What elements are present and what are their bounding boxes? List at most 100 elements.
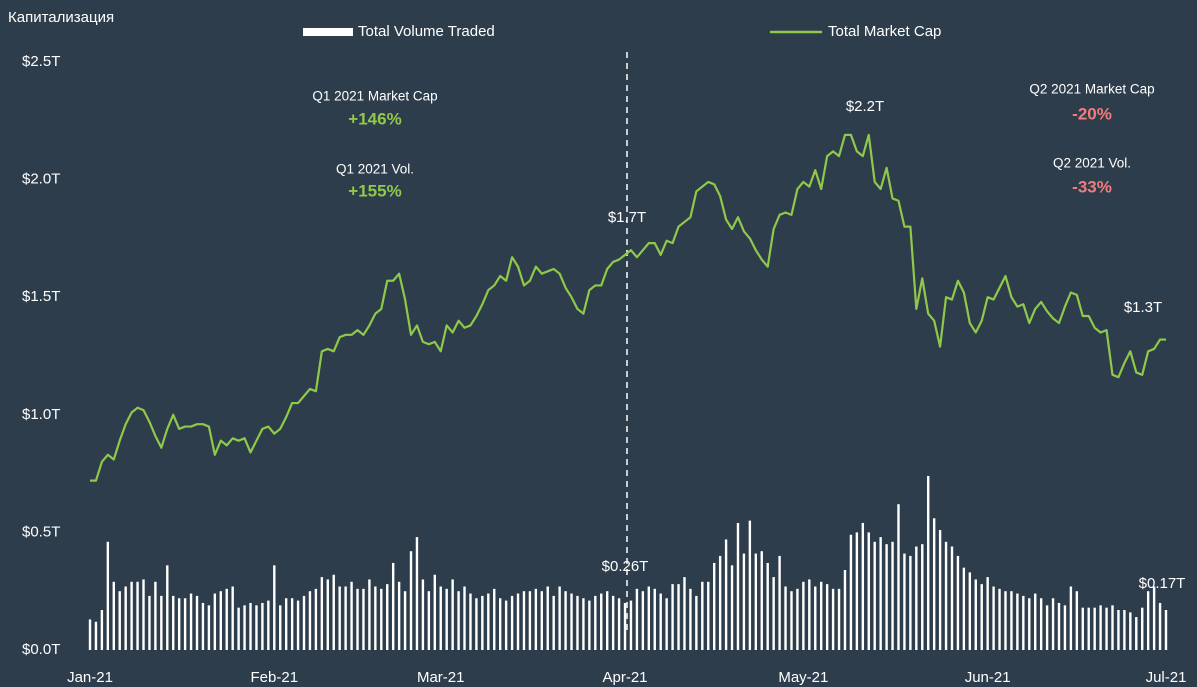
bar xyxy=(867,532,870,650)
bar xyxy=(195,595,199,650)
bar xyxy=(469,593,472,650)
bar xyxy=(362,588,365,650)
bar xyxy=(243,605,246,650)
bar xyxy=(457,591,460,650)
bar xyxy=(1129,612,1132,650)
bar xyxy=(849,534,853,650)
bar xyxy=(956,555,960,650)
bar xyxy=(183,598,187,650)
bar xyxy=(784,586,787,650)
bar xyxy=(1152,586,1156,650)
bar xyxy=(1117,610,1120,650)
bar xyxy=(558,586,561,650)
bar xyxy=(403,591,407,650)
bar xyxy=(1099,605,1102,650)
bar xyxy=(1164,610,1168,650)
y-tick-label: $2.0T xyxy=(22,171,60,188)
bar xyxy=(968,572,972,650)
bar xyxy=(302,595,306,650)
annotation: $0.26T xyxy=(602,558,649,575)
bar xyxy=(748,520,752,650)
bar xyxy=(665,598,668,650)
bar xyxy=(249,602,252,650)
marks xyxy=(88,133,1168,650)
annotation: +155% xyxy=(348,181,401,200)
bar xyxy=(219,591,222,650)
annotation: +146% xyxy=(348,109,401,128)
bar xyxy=(695,595,698,650)
bar xyxy=(451,579,454,650)
x-tick-label: Jul-21 xyxy=(1146,669,1187,686)
bar xyxy=(564,591,567,650)
bar xyxy=(106,541,110,650)
bar xyxy=(284,598,288,650)
bar xyxy=(873,541,876,650)
bar xyxy=(1146,591,1150,650)
bar xyxy=(588,600,591,650)
bar xyxy=(267,600,270,650)
bar xyxy=(391,562,395,650)
bar xyxy=(1135,617,1138,650)
bar xyxy=(718,555,722,650)
bar xyxy=(148,595,151,650)
bar xyxy=(504,600,508,650)
x-tick-label: Feb-21 xyxy=(251,669,299,686)
bar xyxy=(1158,602,1162,650)
bar xyxy=(736,522,740,650)
bar xyxy=(112,581,115,650)
bar xyxy=(290,598,294,650)
bar xyxy=(160,595,163,650)
bar xyxy=(701,581,704,650)
bar xyxy=(802,581,805,650)
bar xyxy=(623,602,627,650)
bar xyxy=(100,610,104,650)
bar xyxy=(796,588,799,650)
bar xyxy=(605,591,609,650)
bar xyxy=(332,574,335,650)
annotation: $1.7T xyxy=(608,209,646,226)
bar xyxy=(439,586,442,650)
bar xyxy=(950,546,954,650)
bar xyxy=(380,588,383,650)
annotation: Q1 2021 Market Cap xyxy=(312,89,437,104)
bar xyxy=(617,598,621,650)
bar xyxy=(374,586,377,650)
bar xyxy=(308,591,312,650)
bar xyxy=(814,586,817,650)
bar xyxy=(760,551,763,650)
bar xyxy=(1093,607,1096,650)
bar xyxy=(1004,591,1007,650)
bar xyxy=(653,588,656,650)
bar xyxy=(837,588,841,650)
annotation: -20% xyxy=(1072,104,1112,123)
bar xyxy=(885,544,888,650)
bar xyxy=(825,584,829,650)
bar xyxy=(1039,598,1043,650)
bar xyxy=(1087,607,1090,650)
bar xyxy=(724,539,728,650)
y-axis-label: Капитализация xyxy=(8,9,114,26)
bar xyxy=(225,588,228,650)
bar xyxy=(516,593,520,650)
bar xyxy=(534,588,538,650)
annotation: Q2 2021 Market Cap xyxy=(1029,82,1154,97)
bar xyxy=(582,598,585,650)
bar xyxy=(356,588,359,650)
bar xyxy=(742,553,746,650)
bar xyxy=(1028,598,1031,650)
bar xyxy=(142,579,145,650)
bar xyxy=(641,591,645,650)
annotation: $1.3T xyxy=(1124,299,1162,316)
bar xyxy=(273,565,276,650)
bar xyxy=(350,581,353,650)
bar xyxy=(629,600,633,650)
x-tick-label: Jun-21 xyxy=(965,669,1011,686)
bar xyxy=(1045,605,1049,650)
bar xyxy=(921,544,924,650)
bar xyxy=(1075,591,1079,650)
bar xyxy=(427,591,431,650)
bar xyxy=(647,586,651,650)
y-tick-label: $1.5T xyxy=(22,288,60,305)
bar xyxy=(344,586,347,650)
bar xyxy=(683,577,686,650)
